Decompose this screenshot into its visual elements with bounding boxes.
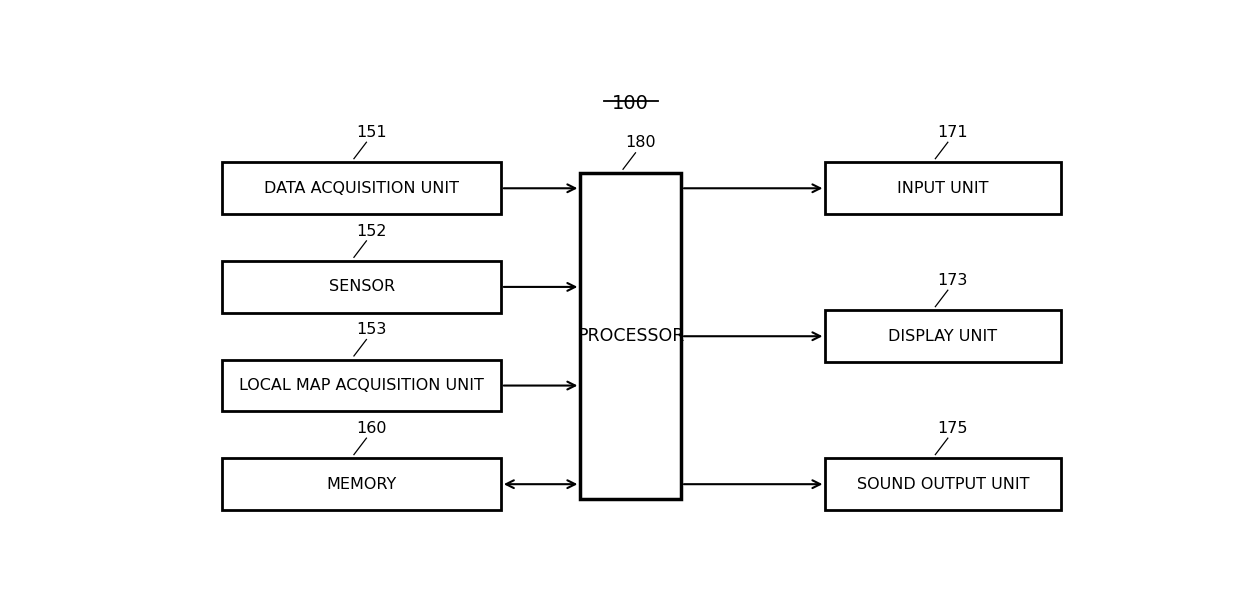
Text: 171: 171 xyxy=(937,125,968,140)
Text: DISPLAY UNIT: DISPLAY UNIT xyxy=(888,329,998,343)
Bar xyxy=(222,162,501,214)
Bar xyxy=(826,310,1060,362)
Text: MEMORY: MEMORY xyxy=(326,476,397,492)
Bar xyxy=(222,261,501,313)
Text: INPUT UNIT: INPUT UNIT xyxy=(898,181,988,196)
Bar xyxy=(222,458,501,510)
Text: 180: 180 xyxy=(625,135,656,151)
Text: 100: 100 xyxy=(613,95,649,113)
Text: 151: 151 xyxy=(356,125,387,140)
Bar xyxy=(580,173,681,500)
Text: 152: 152 xyxy=(356,223,387,239)
Text: 175: 175 xyxy=(937,421,968,436)
Text: SOUND OUTPUT UNIT: SOUND OUTPUT UNIT xyxy=(857,476,1029,492)
Text: LOCAL MAP ACQUISITION UNIT: LOCAL MAP ACQUISITION UNIT xyxy=(239,378,484,393)
Text: 153: 153 xyxy=(356,322,387,337)
Text: DATA ACQUISITION UNIT: DATA ACQUISITION UNIT xyxy=(264,181,459,196)
Text: 173: 173 xyxy=(937,273,967,288)
Bar xyxy=(826,162,1060,214)
Bar xyxy=(222,360,501,411)
Text: 160: 160 xyxy=(356,421,387,436)
Bar xyxy=(826,458,1060,510)
Text: SENSOR: SENSOR xyxy=(329,279,394,295)
Text: PROCESSOR: PROCESSOR xyxy=(577,327,684,345)
